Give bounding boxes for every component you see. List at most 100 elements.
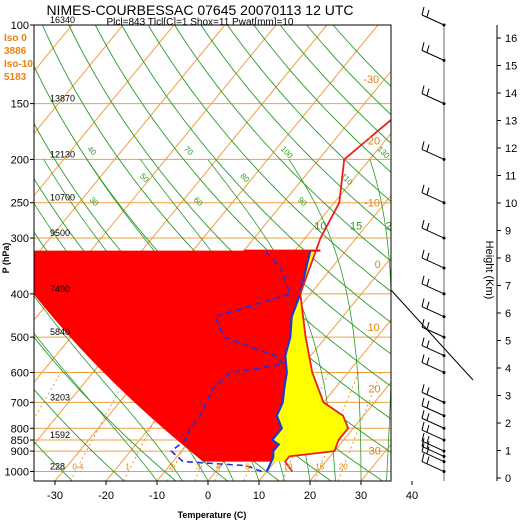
wind-dot	[442, 454, 446, 458]
height-tick-label: 16	[505, 33, 517, 45]
mixing-ratio-label: 6	[245, 463, 250, 472]
wind-barb-flag	[426, 222, 430, 231]
wind-barb-flag	[426, 187, 430, 195]
iso0-label: Iso 0	[4, 33, 27, 44]
height-tick-label: 15	[505, 61, 517, 73]
height-label: 7490	[50, 284, 70, 294]
isotherm-label: -10	[364, 198, 380, 210]
x-tick-label: 20	[304, 490, 316, 502]
dry-adiabat	[147, 25, 391, 293]
isotherm-label: 0	[375, 259, 381, 271]
wind-dot	[442, 438, 446, 442]
height-tick-label: 8	[505, 253, 511, 265]
isotherm-label: -20	[364, 135, 380, 147]
isotherm	[34, 25, 175, 197]
wind-barb	[421, 326, 445, 338]
p-tick-label: 200	[11, 154, 29, 166]
wind-dot	[442, 315, 446, 319]
wind-barb-flag	[421, 453, 425, 462]
dry-adiabat	[200, 25, 391, 232]
wind-barb-flag	[421, 438, 425, 447]
negative-area	[34, 250, 311, 462]
theta-e-label: 10	[314, 221, 326, 233]
height-axis-label: Height (Km)	[483, 241, 495, 300]
wind-barb	[421, 451, 445, 463]
wind-dot	[442, 292, 446, 296]
wind-barb-flag	[421, 337, 425, 346]
cape-cin-areas	[34, 249, 349, 462]
x-tick-label: -10	[149, 490, 165, 502]
height-tick-label: 2	[505, 418, 511, 430]
height-tick-label: 13	[505, 116, 517, 128]
wind-barb-flag	[421, 397, 425, 406]
wind-dot	[442, 266, 446, 270]
p-tick-label: 300	[11, 233, 29, 245]
wind-dot	[442, 335, 446, 339]
x-tick-label: 10	[253, 490, 265, 502]
wind-barb	[421, 148, 445, 160]
wind-dot	[442, 426, 446, 430]
wind-barb	[421, 445, 445, 457]
wind-dot	[442, 460, 446, 464]
wind-barb	[421, 429, 445, 441]
mixing-ratio-label: 10	[283, 463, 292, 472]
x-tick-label: 30	[355, 490, 367, 502]
wind-barb-flag	[426, 321, 430, 330]
height-label: 10700	[50, 193, 75, 203]
wind-barb-flag	[421, 410, 425, 419]
y-axis-label: P (hPa)	[1, 243, 11, 274]
wind-barb-flag	[426, 441, 430, 449]
moist-adiabat	[288, 159, 362, 481]
wind-barb-flag	[426, 400, 430, 408]
height-tick-label: 4	[505, 363, 511, 375]
isotherm	[309, 381, 391, 481]
wind-dot	[442, 157, 446, 161]
height-label: 5840	[50, 327, 70, 337]
isotherm-label: 20	[368, 383, 380, 395]
wind-dot	[442, 470, 446, 474]
wind-dot	[442, 354, 446, 358]
p-tick-label: 150	[11, 99, 29, 111]
mixing-ratio-label: 15	[315, 463, 324, 472]
chart-subtitle: Plcl=843 Tlcl[C]=1 Shox=11 Pwat[mm]=10	[107, 17, 294, 28]
wind-barb	[421, 461, 445, 472]
wind-barb	[421, 49, 445, 61]
wind-barb-flag	[426, 278, 430, 286]
plot-frame	[33, 24, 392, 482]
x-tick-label: -20	[98, 490, 114, 502]
temperature-line	[283, 118, 391, 473]
wind-dot	[442, 23, 446, 27]
height-tick-label: 7	[505, 281, 511, 293]
mixing-ratio-label: 3	[196, 463, 201, 472]
wind-barb-flag	[421, 184, 425, 193]
height-tick-label: 6	[505, 308, 511, 320]
p-tick-label: 900	[11, 446, 29, 458]
p-tick-label: 800	[11, 423, 29, 435]
theta-e-label: 25	[437, 221, 449, 233]
height-label: 16340	[50, 15, 75, 25]
wind-barb-flag	[421, 298, 425, 307]
wind-barb-flag	[421, 219, 425, 229]
wind-barb	[421, 362, 445, 373]
x-tick-label: 40	[406, 490, 418, 502]
wind-barb	[421, 345, 445, 357]
wind-barb	[421, 14, 445, 26]
height-tick-label: 1	[505, 446, 511, 458]
wind-dot	[442, 201, 446, 205]
height-label: 228	[50, 462, 65, 472]
height-label: 3203	[50, 392, 70, 402]
mixing-ratio-label: 2	[169, 463, 174, 472]
dry-adiabat	[94, 25, 391, 355]
x-tick-label: 0	[205, 490, 211, 502]
panel-diagonal	[390, 289, 474, 381]
p-tick-label: 250	[11, 198, 29, 210]
iso-10-label: Iso-10	[4, 59, 33, 70]
wind-barb-flag	[426, 144, 430, 152]
wind-barb-flag	[426, 357, 430, 365]
wind-barb-flag	[426, 435, 430, 444]
wind-barb-flag	[426, 456, 430, 464]
wind-barb-flag	[421, 141, 425, 150]
wind-barb	[421, 283, 445, 295]
wind-dot	[442, 58, 446, 62]
